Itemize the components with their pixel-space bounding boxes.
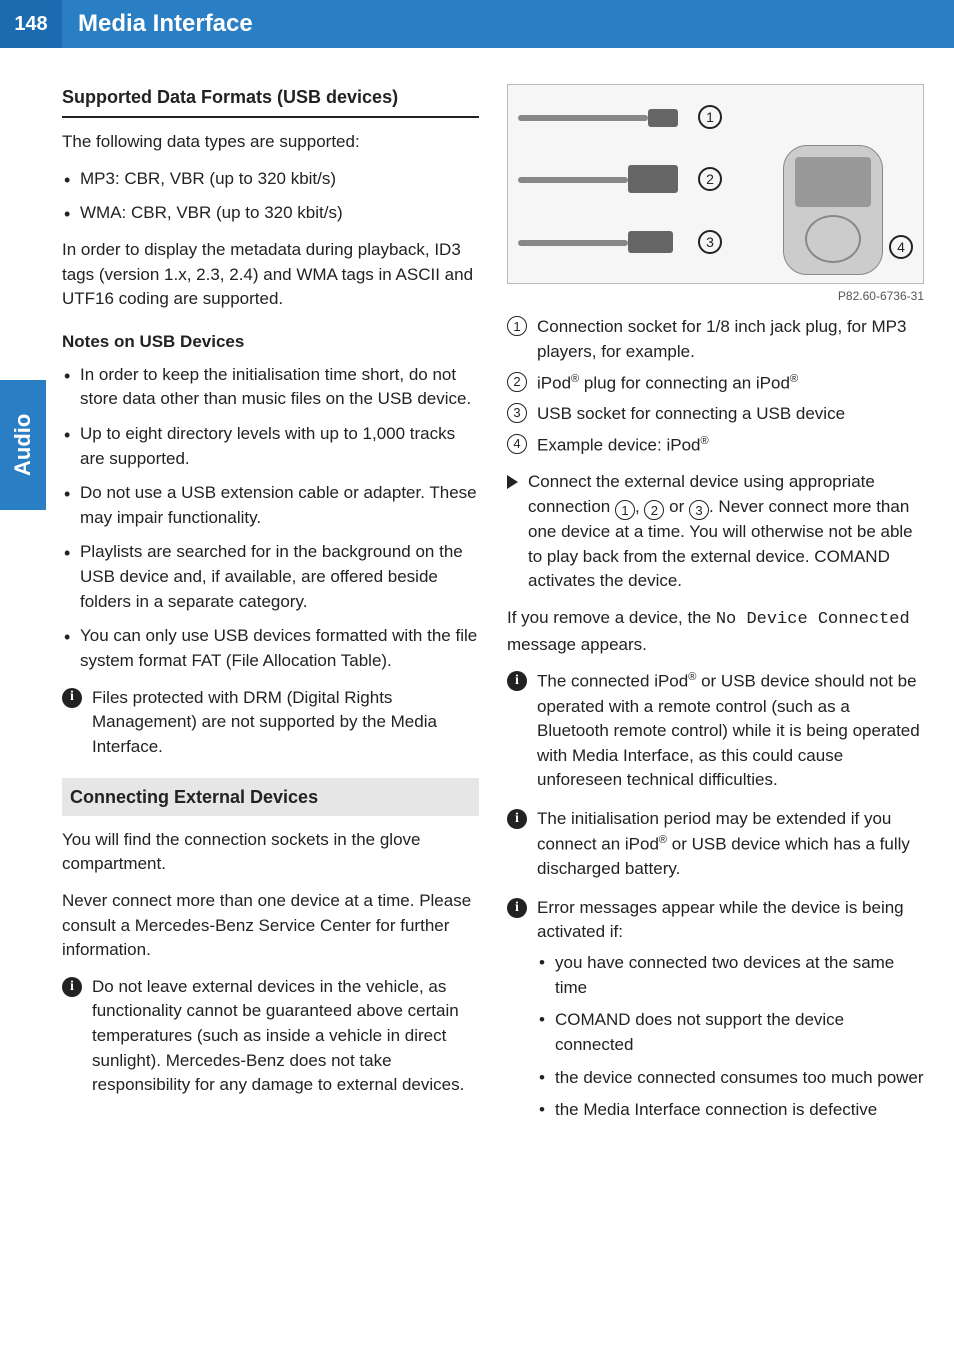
formats-list: MP3: CBR, VBR (up to 320 kbit/s) WMA: CB…: [62, 167, 479, 226]
info-icon: i: [507, 809, 527, 829]
list-item: Do not use a USB extension cable or adap…: [62, 481, 479, 530]
legend-num: 3: [507, 403, 527, 423]
remove-device-paragraph: If you remove a device, the No Device Co…: [507, 606, 924, 657]
info-icon: i: [62, 977, 82, 997]
legend-num: 1: [507, 316, 527, 336]
connection-diagram: 1 2 3 4: [507, 84, 924, 284]
legend-text: USB socket for connecting a USB device: [537, 402, 845, 427]
diagram-label-2: 2: [698, 167, 722, 191]
legend-text: Connection socket for 1/8 inch jack plug…: [537, 315, 924, 364]
legend-row: 1 Connection socket for 1/8 inch jack pl…: [507, 315, 924, 364]
info-block-remote: i The connected iPod® or USB device shou…: [507, 669, 924, 793]
list-item: You can only use USB devices formatted w…: [62, 624, 479, 673]
legend-num: 2: [507, 372, 527, 392]
side-tab-audio: Audio: [0, 380, 46, 510]
info-text: Files protected with DRM (Digital Rights…: [92, 686, 479, 760]
ref-num: 2: [644, 500, 664, 520]
section-title-supported-formats: Supported Data Formats (USB devices): [62, 84, 479, 118]
usb-notes-list: In order to keep the initialisation time…: [62, 363, 479, 674]
connecting-para-1: You will find the connection sockets in …: [62, 828, 479, 877]
list-item: In order to keep the initialisation time…: [62, 363, 479, 412]
list-item: COMAND does not support the device conne…: [537, 1008, 924, 1057]
info-block-errors: i Error messages appear while the device…: [507, 896, 924, 1131]
list-item: WMA: CBR, VBR (up to 320 kbit/s): [62, 201, 479, 226]
error-list: you have connected two devices at the sa…: [537, 951, 924, 1123]
page-number: 148: [0, 0, 62, 48]
list-item: MP3: CBR, VBR (up to 320 kbit/s): [62, 167, 479, 192]
header-title: Media Interface: [78, 10, 253, 38]
code-text: No Device Connected: [716, 610, 910, 629]
subsection-title-notes: Notes on USB Devices: [62, 330, 479, 355]
info-icon: i: [62, 688, 82, 708]
legend-text: iPod® plug for connecting an iPod®: [537, 371, 798, 396]
diagram-label-3: 3: [698, 230, 722, 254]
section-title-connecting: Connecting External Devices: [62, 778, 479, 816]
info-text: Error messages appear while the device i…: [537, 896, 924, 1131]
list-item: Playlists are searched for in the backgr…: [62, 540, 479, 614]
legend-text: Example device: iPod®: [537, 433, 709, 458]
right-column: 1 2 3 4 P82.60-6736-31 1 Connection sock…: [507, 84, 924, 1145]
triangle-icon: [507, 475, 518, 489]
content-area: Supported Data Formats (USB devices) The…: [0, 48, 954, 1165]
info-text: The initialisation period may be extende…: [537, 807, 924, 882]
legend-num: 4: [507, 434, 527, 454]
info-block-drm: i Files protected with DRM (Digital Righ…: [62, 686, 479, 760]
list-item: the Media Interface connection is defect…: [537, 1098, 924, 1123]
action-text: Connect the external device using approp…: [528, 470, 924, 594]
ref-num: 3: [689, 500, 709, 520]
legend-row: 2 iPod® plug for connecting an iPod®: [507, 371, 924, 396]
ref-num: 1: [615, 500, 635, 520]
info-block-heat: i Do not leave external devices in the v…: [62, 975, 479, 1098]
left-column: Supported Data Formats (USB devices) The…: [62, 84, 479, 1145]
formats-intro: The following data types are supported:: [62, 130, 479, 155]
list-item: Up to eight directory levels with up to …: [62, 422, 479, 471]
action-block-connect: Connect the external device using approp…: [507, 470, 924, 594]
legend-row: 4 Example device: iPod®: [507, 433, 924, 458]
legend-row: 3 USB socket for connecting a USB device: [507, 402, 924, 427]
header-bar: 148 Media Interface: [0, 0, 954, 48]
diagram-label-4: 4: [889, 235, 913, 259]
info-icon: i: [507, 898, 527, 918]
list-item: the device connected consumes too much p…: [537, 1066, 924, 1091]
info-text: The connected iPod® or USB device should…: [537, 669, 924, 793]
info-block-init: i The initialisation period may be exten…: [507, 807, 924, 882]
info-icon: i: [507, 671, 527, 691]
diagram-label-1: 1: [698, 105, 722, 129]
list-item: you have connected two devices at the sa…: [537, 951, 924, 1000]
info-text: Do not leave external devices in the veh…: [92, 975, 479, 1098]
diagram-caption: P82.60-6736-31: [507, 288, 924, 305]
metadata-paragraph: In order to display the metadata during …: [62, 238, 479, 312]
connecting-para-2: Never connect more than one device at a …: [62, 889, 479, 963]
